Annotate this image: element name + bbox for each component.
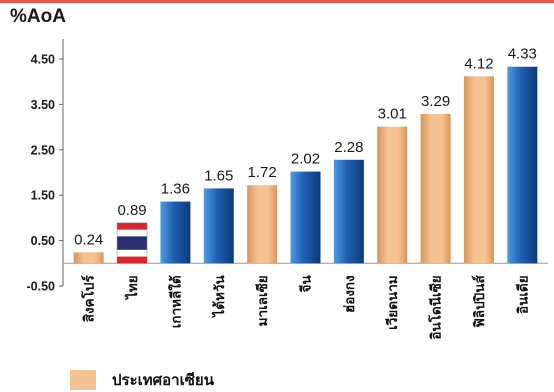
- x-tick-label: อินเดีย: [515, 275, 531, 314]
- y-tick-label: 4.50: [31, 53, 55, 67]
- y-tick-label: 2.50: [31, 143, 55, 157]
- x-tick-label: ไทย: [124, 275, 141, 301]
- data-label: 4.12: [464, 55, 493, 72]
- legend-swatch-asean: [70, 370, 96, 390]
- data-label: 1.72: [248, 164, 277, 181]
- data-label: 2.28: [334, 139, 363, 156]
- bar-2: [116, 222, 148, 264]
- x-tick-label: เกาหลีใต้: [167, 275, 184, 328]
- data-label: 0.89: [117, 202, 146, 219]
- bar-flag-stripe: [117, 243, 148, 251]
- y-axis-unit-label: %AoA: [10, 6, 66, 27]
- y-tick-label: 1.50: [31, 189, 55, 203]
- bar-4: [203, 188, 234, 264]
- bar-flag-stripe: [117, 229, 148, 237]
- x-tick-label: จีน: [299, 275, 315, 293]
- top-rule: [0, 0, 554, 3]
- bar-flag-stripe: [117, 256, 148, 264]
- bar-flag-stripe: [117, 249, 148, 257]
- data-label: 4.33: [508, 46, 537, 63]
- bar-3: [160, 201, 191, 264]
- bar-8: [377, 126, 408, 264]
- data-label: 1.36: [161, 181, 190, 198]
- y-tick-label: -0.50: [27, 280, 56, 294]
- y-tick-label: 0.50: [31, 234, 55, 248]
- x-tick-label: อินโดนีเซีย: [427, 275, 445, 339]
- data-label: 0.24: [74, 231, 103, 248]
- bar-7: [333, 159, 364, 264]
- data-label: 3.01: [378, 106, 407, 123]
- x-tick-label: เวียดนาม: [385, 275, 401, 330]
- x-tick-label: ไต้หวัน: [211, 275, 228, 319]
- x-tick-label: ฮ่องกง: [342, 275, 358, 313]
- bar-1: [73, 252, 104, 264]
- bar-10: [463, 76, 494, 264]
- y-tick-label: 3.50: [31, 98, 55, 112]
- bar-flag-stripe: [117, 222, 148, 230]
- bar-6: [290, 171, 321, 264]
- x-tick-label: ฟิลิปปินส์: [471, 275, 488, 328]
- legend-label-asean: ประเทศอาเซียน: [112, 371, 214, 389]
- bar-9: [420, 113, 451, 264]
- x-tick-label: มาเลเซีย: [255, 275, 271, 326]
- legend: ประเทศอาเซียน: [70, 368, 214, 392]
- bar-11: [507, 66, 538, 264]
- data-label: 2.02: [291, 151, 320, 168]
- x-tick-label: สิงคโปร์: [80, 275, 98, 323]
- data-label: 1.65: [204, 167, 233, 184]
- data-label: 3.29: [421, 93, 450, 110]
- bar-flag-stripe: [117, 236, 148, 244]
- bar-5: [247, 185, 278, 264]
